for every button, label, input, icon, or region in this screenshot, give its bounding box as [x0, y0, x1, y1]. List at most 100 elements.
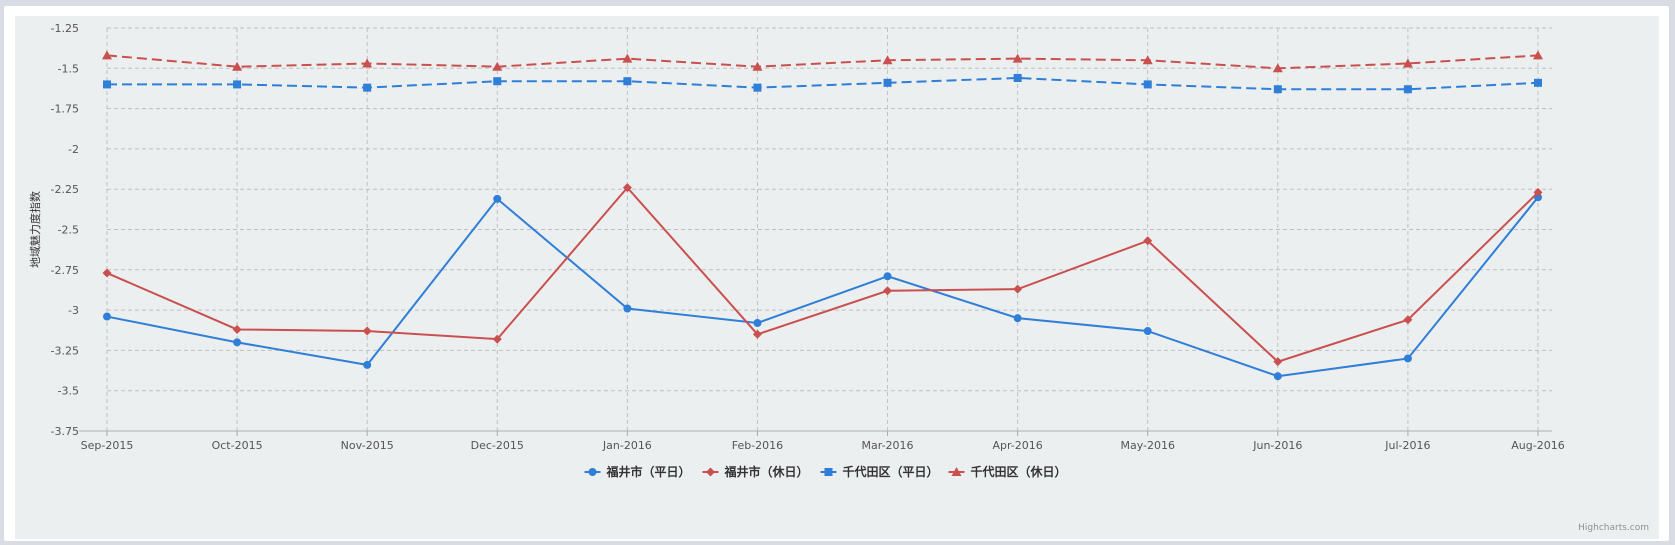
data-point[interactable]	[1142, 55, 1153, 65]
y-tick-label: -2	[68, 143, 79, 156]
legend-label: 千代田区（休日）	[971, 464, 1067, 479]
line-chart: -1.25 -1.5 -1.75 -2 -2.25 -2.5 -2.75 -3 -3.25 -3.…	[15, 16, 1659, 539]
legend-marker	[588, 468, 597, 476]
data-point[interactable]	[232, 61, 243, 71]
data-point[interactable]	[362, 58, 373, 68]
data-point[interactable]	[752, 61, 763, 71]
y-tick-label: -3.25	[51, 344, 79, 357]
data-point[interactable]	[233, 80, 242, 89]
x-tick-label: May-2016	[1120, 439, 1175, 452]
x-tick-label: Dec-2015	[471, 439, 524, 452]
x-tick-label: Jun-2016	[1252, 439, 1302, 452]
data-point[interactable]	[622, 183, 632, 193]
data-point[interactable]	[883, 272, 892, 281]
y-axis-ticks: -1.25 -1.5 -1.75 -2 -2.25 -2.5 -2.75 -3 -3.25 -3.…	[51, 22, 79, 438]
series-line[interactable]	[107, 76, 1539, 91]
data-point[interactable]	[752, 329, 762, 339]
chart-container: -1.25 -1.5 -1.75 -2 -2.25 -2.5 -2.75 -3 -3.25 -3.…	[15, 16, 1659, 539]
legend-item[interactable]: 千代田区（平日）	[820, 464, 939, 479]
data-point[interactable]	[883, 78, 892, 87]
series-3	[102, 50, 1543, 73]
data-point[interactable]	[363, 83, 372, 92]
y-axis-title: 地域魅力度指数	[28, 191, 42, 268]
data-point[interactable]	[1533, 50, 1543, 60]
y-tick-label: -2.5	[58, 224, 79, 237]
data-point[interactable]	[1012, 53, 1023, 63]
data-point[interactable]	[493, 77, 502, 86]
data-point[interactable]	[623, 77, 632, 86]
data-point[interactable]	[1013, 284, 1023, 294]
data-point[interactable]	[623, 304, 632, 313]
chart-panel: -1.25 -1.5 -1.75 -2 -2.25 -2.5 -2.75 -3 -3.25 -3.…	[4, 6, 1669, 541]
data-point[interactable]	[103, 80, 111, 89]
x-tick-label: Nov-2015	[341, 439, 394, 452]
data-point[interactable]	[622, 53, 633, 63]
y-tick-label: -3.5	[58, 385, 79, 398]
data-point[interactable]	[233, 338, 242, 347]
data-point[interactable]	[753, 318, 762, 327]
y-tick-label: -3.75	[51, 425, 79, 438]
x-tick-label: Aug-2016	[1511, 439, 1564, 452]
data-point[interactable]	[1403, 85, 1412, 94]
data-point[interactable]	[362, 326, 372, 336]
data-point[interactable]	[102, 50, 112, 60]
data-point[interactable]	[1013, 73, 1022, 82]
data-point[interactable]	[882, 55, 893, 65]
data-point[interactable]	[1143, 80, 1152, 89]
plot-background	[15, 16, 1659, 539]
data-point[interactable]	[102, 268, 112, 278]
series-1	[102, 183, 1543, 367]
data-point[interactable]	[1272, 63, 1283, 73]
data-point[interactable]	[1273, 372, 1282, 381]
data-point[interactable]	[1143, 236, 1153, 246]
y-tick-label: -3	[68, 304, 79, 317]
data-point[interactable]	[1013, 314, 1022, 323]
y-tick-label: -1.5	[58, 62, 79, 75]
legend-label: 福井市（平日）	[606, 464, 691, 479]
data-point[interactable]	[1402, 58, 1413, 68]
legend-item[interactable]: 福井市（平日）	[584, 464, 691, 479]
data-point[interactable]	[753, 83, 762, 92]
legend-marker	[951, 467, 962, 476]
data-point[interactable]	[492, 334, 502, 344]
y-tick-label: -1.25	[51, 22, 79, 35]
series-line[interactable]	[106, 186, 1539, 363]
data-point[interactable]	[1143, 327, 1152, 336]
data-point[interactable]	[363, 360, 372, 369]
data-point[interactable]	[492, 61, 503, 71]
series-line[interactable]	[106, 196, 1539, 378]
x-tick-label: Jan-2016	[602, 439, 652, 452]
y-tick-label: -2.25	[51, 183, 79, 196]
legend-marker	[824, 468, 833, 476]
series-group	[102, 50, 1543, 381]
x-axis-ticks: Sep-2015 Oct-2015 Nov-2015 Dec-2015 Jan-2016…	[79, 430, 1565, 452]
data-point[interactable]	[1273, 357, 1283, 367]
series-2	[103, 73, 1542, 94]
data-point[interactable]	[1403, 354, 1412, 363]
legend-label: 福井市（休日）	[724, 464, 809, 479]
data-point[interactable]	[103, 312, 111, 321]
legend-item[interactable]: 千代田区（休日）	[948, 464, 1067, 479]
legend[interactable]: 福井市（平日） 福井市（休日） 千代田区（平日） 千代田区（休日）	[584, 464, 1067, 479]
legend-item[interactable]: 福井市（休日）	[702, 464, 809, 479]
credit-text[interactable]: Highcharts.com	[1578, 523, 1649, 533]
legend-label: 千代田区（平日）	[843, 464, 939, 479]
legend-marker	[706, 467, 715, 477]
data-point[interactable]	[1273, 85, 1282, 94]
data-point[interactable]	[1533, 187, 1543, 197]
series-0	[103, 193, 1542, 381]
series-line[interactable]	[106, 54, 1539, 70]
data-point[interactable]	[232, 324, 242, 334]
y-tick-label: -2.75	[51, 264, 79, 277]
data-point[interactable]	[883, 286, 893, 296]
data-point[interactable]	[493, 194, 502, 203]
x-tick-label: Feb-2016	[732, 439, 783, 452]
x-tick-label: Oct-2015	[212, 439, 263, 452]
data-point[interactable]	[1534, 78, 1542, 87]
x-tick-label: Mar-2016	[862, 439, 914, 452]
x-tick-label: Jul-2016	[1384, 439, 1430, 452]
data-point[interactable]	[1403, 315, 1413, 325]
y-tick-label: -1.75	[51, 103, 79, 116]
x-tick-label: Sep-2015	[81, 439, 134, 452]
